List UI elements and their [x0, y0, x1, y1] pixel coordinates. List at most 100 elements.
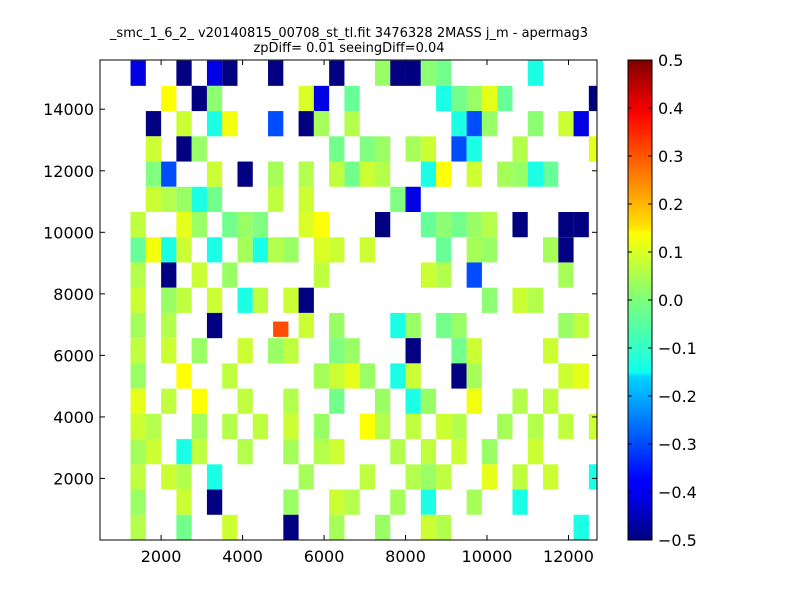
heatmap-cell: [436, 262, 452, 288]
heatmap-cell: [252, 212, 269, 238]
x-tick-label: 4000: [222, 547, 263, 566]
heatmap-cell: [466, 338, 482, 364]
heatmap-cell: [481, 85, 498, 112]
heatmap-cell: [420, 464, 437, 490]
heatmap-cell: [145, 413, 162, 440]
heatmap-cell: [130, 464, 146, 490]
heatmap-cell: [329, 136, 345, 162]
colorbar-ticks: −0.5 −0.4 −0.3 −0.2 −0.1 0.0 0.1 0.2 0.3 0.4 0.5: [628, 51, 697, 550]
heatmap-cell: [206, 111, 223, 137]
heatmap-cell: [313, 237, 330, 263]
heatmap-cell: [329, 60, 345, 86]
heatmap-cell: [176, 136, 192, 162]
heatmap-cell: [161, 262, 177, 288]
heatmap-cell: [252, 237, 269, 263]
heatmap-cell: [313, 363, 330, 389]
heatmap-cell: [161, 287, 177, 313]
heatmap-cell: [298, 312, 314, 339]
heatmap-cell: [222, 363, 238, 389]
heatmap-cell: [405, 338, 421, 364]
heatmap-cell: [481, 464, 498, 490]
heatmap-cell: [191, 212, 207, 238]
chart-title: _smc_1_6_2_ v20140815_00708_st_tl.fit 34…: [109, 26, 588, 41]
heatmap-cell: [145, 439, 162, 465]
y-tick-label: 14000: [43, 100, 94, 119]
heatmap-cell: [527, 111, 544, 137]
heatmap-cell: [390, 363, 406, 389]
heatmap-cell: [283, 514, 299, 540]
heatmap-cell: [222, 60, 238, 86]
heatmap-cell: [237, 287, 253, 313]
heatmap-cell: [451, 212, 467, 238]
heatmap-cell: [466, 363, 482, 389]
heatmap-cell: [512, 489, 528, 515]
x-tick-label: 12000: [543, 547, 594, 566]
heatmap-cell: [161, 312, 177, 339]
y-axis: 2000 4000 6000 8000 10000 12000 14000: [43, 100, 597, 488]
heatmap-cell: [344, 363, 360, 389]
heatmap-cell: [298, 287, 314, 313]
y-tick-label: 12000: [43, 162, 94, 181]
heatmap-cell: [130, 413, 146, 440]
heatmap-cell: [222, 413, 238, 440]
chart-subtitle: zpDiff= 0.01 seeingDiff=0.04: [253, 41, 444, 56]
heatmap-cell: [512, 388, 528, 414]
heatmap-cell: [145, 136, 162, 162]
heatmap-cell: [497, 413, 513, 440]
heatmap-cell: [466, 388, 482, 414]
heatmap-cell: [130, 262, 146, 288]
colorbar-tick-label: 0.3: [658, 147, 683, 166]
heatmap-cell: [206, 186, 223, 212]
heatmap-cell: [191, 388, 207, 414]
heatmap-cell: [329, 514, 345, 540]
heatmap-cell: [573, 312, 589, 339]
heatmap-cell: [374, 388, 391, 414]
heatmap-cell: [161, 237, 177, 263]
heatmap-cell: [130, 60, 146, 86]
heatmap-cell: [176, 514, 192, 540]
heatmap-cell: [390, 312, 406, 339]
heatmap-cell: [451, 338, 467, 364]
heatmap-cell: [268, 111, 284, 137]
heatmap-cell: [344, 111, 360, 137]
heatmap-cell: [206, 161, 223, 187]
heatmap-cell: [145, 161, 162, 187]
heatmap-cell: [527, 439, 544, 465]
heatmap-cell: [268, 161, 284, 187]
heatmap-cell: [359, 136, 375, 162]
heatmap-cell: [405, 464, 421, 490]
heatmap-cell: [558, 363, 574, 389]
heatmap-cell: [237, 237, 253, 263]
heatmap-cell: [558, 111, 574, 137]
heatmap-cell: [436, 85, 452, 112]
heatmap-cell: [206, 60, 223, 86]
heatmap-cell: [512, 287, 528, 313]
heatmap-cell: [176, 111, 192, 137]
heatmap-cell: [145, 111, 162, 137]
heatmap-cell: [191, 85, 207, 112]
heatmap-cell: [374, 60, 391, 86]
heatmap-cell: [420, 212, 437, 238]
heatmap-cell: [466, 237, 482, 263]
heatmap-cell: [329, 363, 345, 389]
heatmap-cell: [176, 464, 192, 490]
heatmap-cell: [268, 237, 284, 263]
heatmap-cell: [329, 439, 345, 465]
heatmap-cell: [527, 161, 544, 187]
heatmap-cell: [420, 262, 437, 288]
heatmap-cell: [420, 161, 437, 187]
heatmap-cell: [176, 212, 192, 238]
heatmap-cell: [405, 312, 421, 339]
heatmap-cell: [222, 111, 238, 137]
heatmap-cell: [176, 363, 192, 389]
heatmap-cell: [329, 388, 345, 414]
heatmap-cell: [191, 186, 207, 212]
colorbar-tick-label: 0.4: [658, 99, 683, 118]
heatmap-cell: [130, 388, 146, 414]
heatmap-cell: [405, 60, 421, 86]
heatmap-cell: [130, 212, 146, 238]
y-tick-label: 6000: [53, 346, 94, 365]
y-tick-label: 8000: [53, 285, 94, 304]
heatmap-cell: [420, 388, 437, 414]
